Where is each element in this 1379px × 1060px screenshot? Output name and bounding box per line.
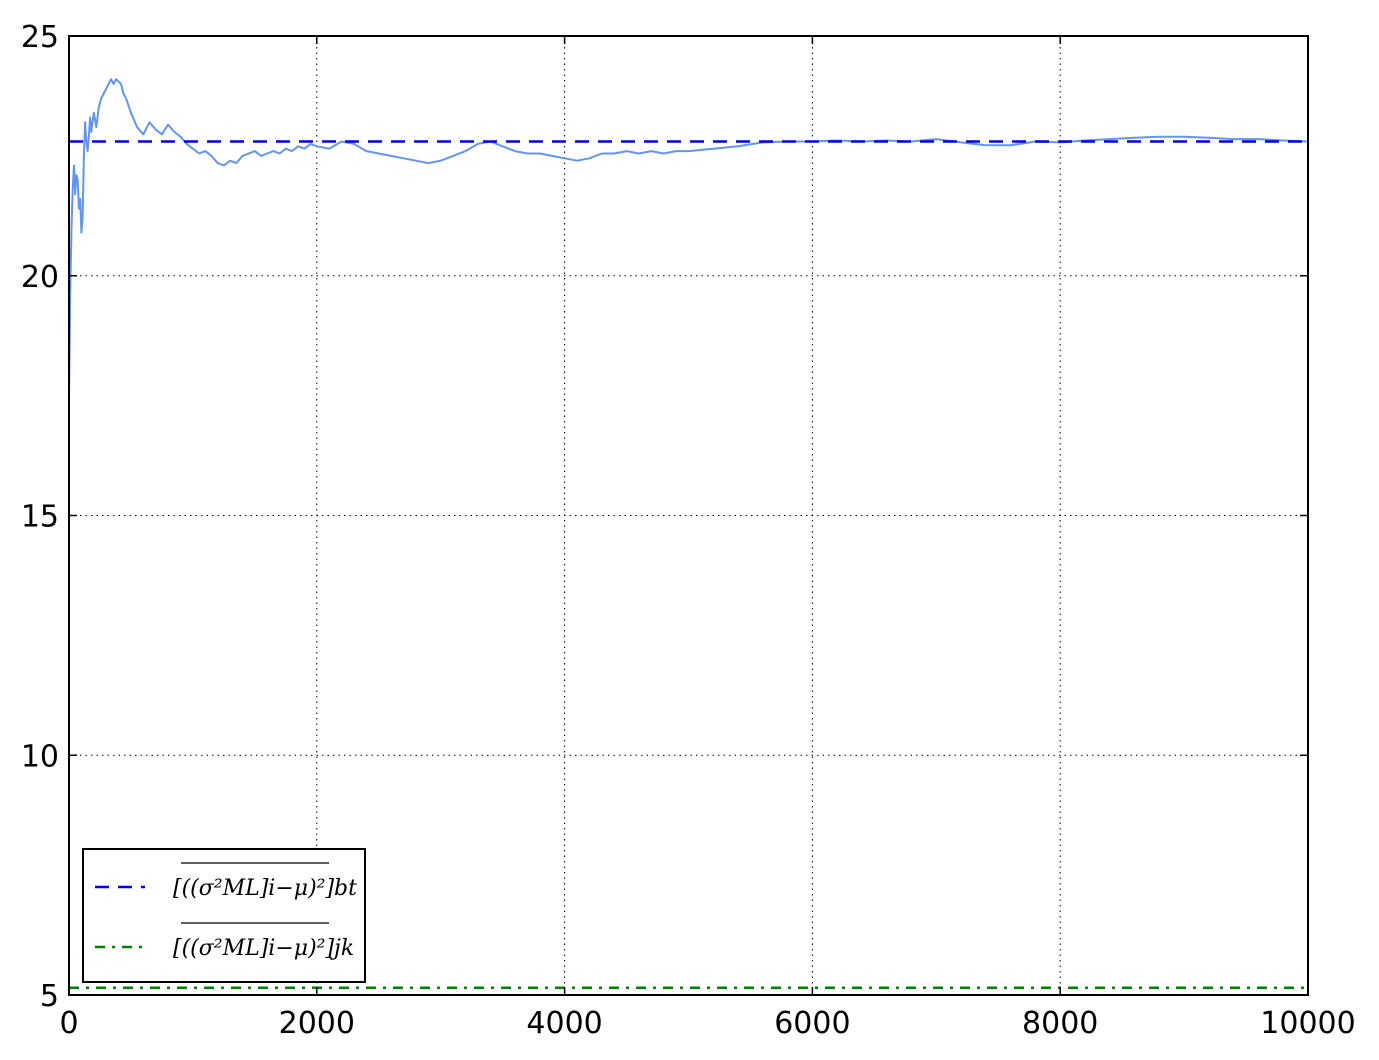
x-tick-label: 8000 [1022,1006,1098,1041]
y-tick-label: 15 [21,500,59,535]
x-tick-label: 0 [59,1006,78,1041]
y-tick-label: 5 [40,979,59,1014]
x-tick-label: 2000 [279,1006,355,1041]
x-tick-label: 4000 [526,1006,602,1041]
x-tick-label: 10000 [1260,1006,1355,1041]
legend: [((σ²ML]i−μ)²]bt [((σ²ML]i−μ)²]jk [82,848,366,983]
legend-label: [((σ²ML]i−μ)²]bt [173,876,357,901]
legend-box [82,848,366,983]
plot-area [68,78,1309,990]
axis-ticks: 0 2000 4000 6000 8000 10000 5 10 15 20 25 [21,20,1356,1041]
y-tick-label: 10 [21,739,59,774]
x-tick-label: 6000 [774,1006,850,1041]
y-tick-label: 25 [21,20,59,55]
legend-label: [((σ²ML]i−μ)²]jk [173,936,354,961]
y-tick-label: 20 [21,260,59,295]
